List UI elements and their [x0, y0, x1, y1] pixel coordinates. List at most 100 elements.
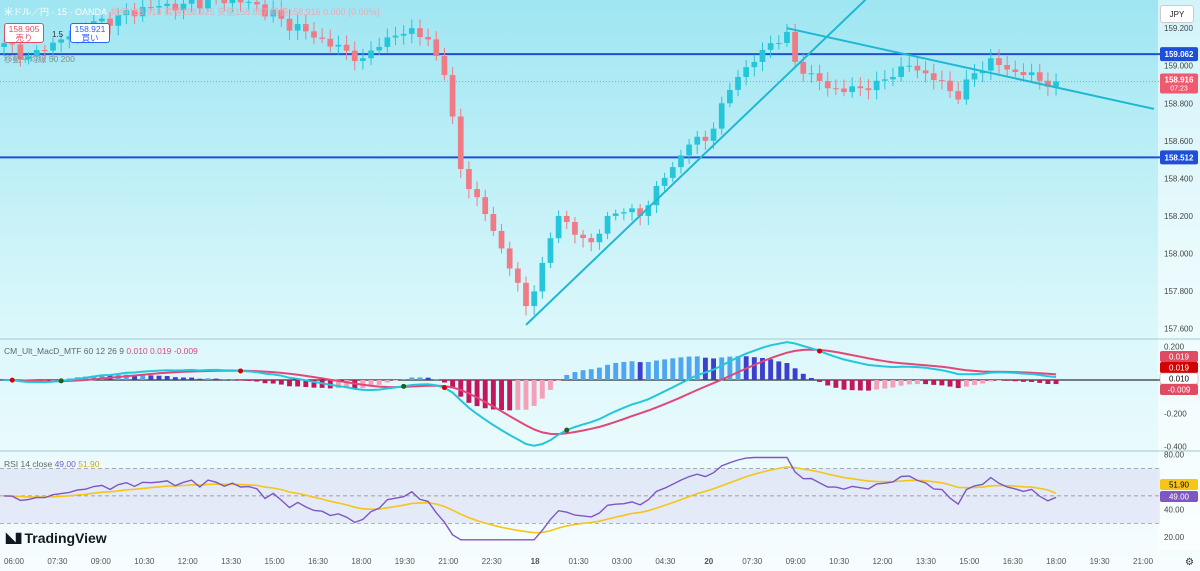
macd-histogram-bar	[539, 380, 545, 399]
macd-badge-label: 0.019	[1169, 364, 1190, 373]
macd-histogram-bar	[450, 380, 456, 389]
sell-price: 158.905	[8, 24, 40, 34]
macd-name: CM_Ult_MacD_MTF 60 12 26 9	[4, 346, 124, 356]
candle-body	[180, 3, 187, 11]
candle-body	[417, 28, 423, 38]
macd-histogram-bar	[474, 380, 480, 407]
buy-button[interactable]: 158.921 買い	[70, 23, 110, 43]
macd-histogram-bar	[295, 380, 301, 387]
macd-histogram-bar	[425, 377, 431, 380]
macd-histogram-bar	[727, 356, 733, 380]
candle-body	[107, 18, 113, 26]
rsi-ma-value: 51.90	[78, 459, 100, 469]
candle-body	[237, 0, 244, 3]
macd-histogram-bar	[99, 374, 105, 380]
time-tick-label: 18:00	[351, 557, 372, 566]
candle-body	[653, 185, 660, 206]
bar-countdown-label: 07:23	[1170, 85, 1188, 92]
time-tick-label: 19:30	[395, 557, 416, 566]
symbol-name[interactable]: 米ドル／円 · 15 · OANDA	[4, 6, 108, 17]
time-tick-label: 09:00	[91, 557, 112, 566]
macd-histogram-bar	[923, 380, 929, 385]
candle-body	[368, 50, 374, 59]
macd-value-badge	[1160, 384, 1198, 395]
candle-body	[148, 7, 154, 9]
time-tick-label: 13:30	[221, 557, 242, 566]
candle-body	[205, 0, 211, 9]
macd-histogram-bar	[409, 377, 415, 380]
macd-histogram-bar	[132, 375, 138, 380]
rsi-badge-label: 51.90	[1169, 481, 1190, 490]
macd-histogram-bar	[751, 357, 757, 380]
candle-body	[678, 155, 684, 168]
macd-indicator-label[interactable]: CM_Ult_MacD_MTF 60 12 26 9 0.010 0.019 -…	[4, 346, 198, 356]
macd-histogram-bar	[458, 380, 464, 397]
candle-body	[547, 238, 554, 263]
candle-body	[767, 43, 774, 50]
macd-histogram-bar	[825, 380, 831, 386]
macd-histogram-bar	[906, 380, 912, 385]
macd-histogram-bar	[1029, 380, 1035, 382]
currency-button[interactable]: JPY	[1160, 5, 1194, 23]
candle-body	[580, 234, 586, 239]
candle-body	[849, 86, 856, 93]
horizontal-level-badge	[1160, 150, 1198, 165]
candle-body	[311, 31, 317, 38]
horizontal-level-label: 158.512	[1165, 153, 1194, 162]
ma-indicator-label[interactable]: 移動平均線 50 200	[4, 54, 75, 64]
gear-icon[interactable]: ⚙	[1185, 557, 1194, 568]
tradingview-logo: ◣▮ TradingView	[6, 529, 107, 546]
macd-histogram-bar	[857, 380, 863, 391]
candle-body	[408, 28, 415, 34]
macd-histogram-bar	[123, 374, 129, 380]
macd-histogram-bar	[91, 375, 97, 380]
candle-body	[816, 73, 823, 81]
candle-body	[360, 58, 366, 62]
macd-histogram-bar	[1012, 380, 1018, 382]
macd-histogram-bar	[221, 379, 227, 381]
price-tick-label: 159.000	[1164, 62, 1193, 71]
candle-body	[939, 80, 945, 82]
macd-cross-dot	[58, 378, 64, 384]
macd-histogram-bar	[914, 380, 920, 385]
candle-body	[490, 214, 497, 231]
time-tick-label: 15:00	[265, 557, 286, 566]
candle-body	[1012, 69, 1019, 73]
macd-histogram-bar	[246, 380, 252, 381]
macd-histogram-bar	[189, 377, 195, 380]
macd-histogram-bar	[181, 377, 186, 380]
rsi-value: 49.00	[54, 459, 76, 469]
macd-histogram-bar	[760, 357, 765, 380]
macd-cross-dot	[238, 368, 244, 374]
macd-histogram-bar	[768, 359, 774, 380]
candle-body	[131, 10, 138, 17]
macd-histogram-bar	[376, 380, 382, 385]
candle-body	[327, 38, 334, 47]
rsi-tick-label: 80.00	[1164, 451, 1185, 460]
candle-body	[718, 103, 725, 129]
macd-histogram-bar	[433, 379, 439, 381]
candle-body	[188, 0, 195, 4]
tradingview-mark-icon: ◣▮	[6, 529, 23, 545]
macd-histogram-bar	[654, 360, 659, 380]
sell-button[interactable]: 158.905 売り	[4, 23, 44, 43]
macd-histogram-bar	[205, 378, 211, 380]
time-tick-label: 09:00	[786, 557, 807, 566]
macd-histogram-bar	[882, 380, 888, 389]
macd-histogram-bar	[254, 380, 260, 382]
rsi-indicator-label[interactable]: RSI 14 close 49.00 51.90	[4, 459, 100, 469]
symbol-header: 米ドル／円 · 15 · OANDA 始値158.918 高値158.925 安…	[4, 3, 380, 19]
macd-histogram-bar	[605, 364, 610, 380]
candle-body	[620, 212, 627, 214]
candle-body	[33, 50, 40, 57]
macd-histogram-bar	[564, 374, 570, 380]
buy-label: 買い	[81, 33, 99, 43]
candle-body	[800, 61, 807, 74]
macd-histogram-bar	[1053, 380, 1059, 385]
candle-body	[955, 91, 962, 100]
candle-body	[506, 248, 513, 269]
macd-histogram-bar	[499, 380, 504, 411]
